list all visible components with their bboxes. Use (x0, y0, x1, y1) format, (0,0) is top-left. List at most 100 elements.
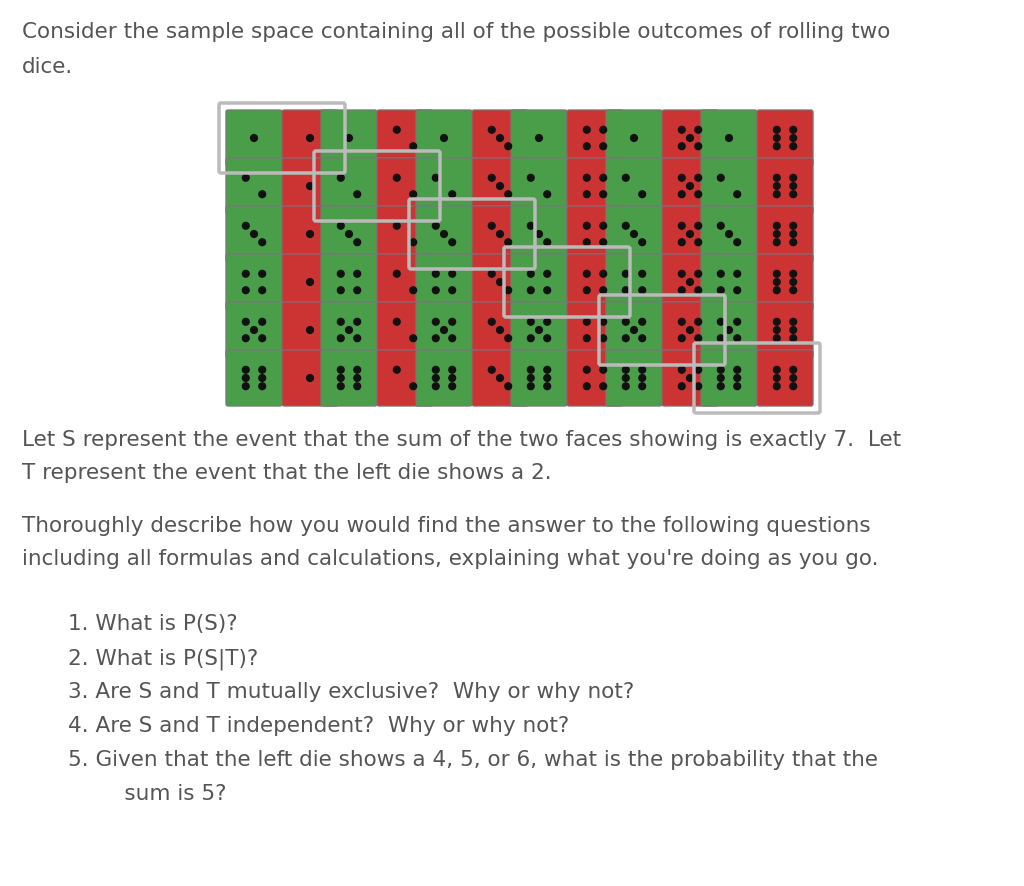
Circle shape (623, 335, 629, 342)
FancyBboxPatch shape (321, 206, 377, 262)
Circle shape (497, 135, 504, 142)
Circle shape (527, 383, 535, 390)
Circle shape (790, 318, 797, 325)
Circle shape (527, 175, 535, 181)
Circle shape (346, 135, 352, 142)
Circle shape (354, 190, 360, 198)
Circle shape (259, 375, 265, 381)
Circle shape (600, 383, 606, 390)
FancyBboxPatch shape (567, 110, 623, 166)
Text: 4. Are S and T independent?  Why or why not?: 4. Are S and T independent? Why or why n… (68, 716, 569, 736)
Circle shape (790, 230, 797, 237)
FancyBboxPatch shape (416, 254, 472, 310)
Circle shape (734, 270, 740, 277)
FancyBboxPatch shape (700, 254, 757, 310)
Circle shape (410, 239, 417, 245)
FancyBboxPatch shape (511, 158, 567, 214)
Circle shape (306, 135, 313, 142)
Circle shape (354, 287, 360, 293)
Circle shape (695, 239, 701, 245)
Circle shape (678, 335, 685, 342)
Circle shape (678, 287, 685, 293)
Circle shape (527, 222, 535, 229)
Circle shape (773, 175, 780, 181)
Circle shape (393, 127, 400, 133)
FancyBboxPatch shape (662, 158, 718, 214)
Circle shape (623, 222, 629, 229)
Circle shape (497, 230, 504, 237)
Circle shape (734, 383, 740, 390)
Circle shape (631, 230, 637, 237)
Circle shape (734, 318, 740, 325)
Circle shape (259, 190, 265, 198)
Circle shape (337, 175, 344, 181)
Circle shape (790, 135, 797, 142)
FancyBboxPatch shape (606, 206, 663, 262)
Circle shape (726, 230, 732, 237)
Circle shape (488, 318, 496, 325)
FancyBboxPatch shape (606, 350, 663, 406)
Circle shape (790, 183, 797, 190)
Circle shape (631, 327, 637, 333)
Circle shape (687, 135, 693, 142)
Circle shape (449, 383, 456, 390)
FancyBboxPatch shape (472, 350, 528, 406)
Circle shape (773, 127, 780, 133)
Circle shape (488, 222, 496, 229)
Circle shape (584, 143, 590, 150)
Circle shape (243, 287, 249, 293)
Circle shape (600, 239, 606, 245)
Circle shape (306, 375, 313, 381)
FancyBboxPatch shape (416, 350, 472, 406)
Circle shape (527, 367, 535, 373)
Text: 3. Are S and T mutually exclusive?  Why or why not?: 3. Are S and T mutually exclusive? Why o… (68, 682, 634, 702)
FancyBboxPatch shape (377, 302, 433, 358)
FancyBboxPatch shape (567, 158, 623, 214)
Circle shape (527, 287, 535, 293)
Circle shape (337, 375, 344, 381)
FancyBboxPatch shape (606, 158, 663, 214)
Circle shape (410, 190, 417, 198)
Circle shape (623, 383, 629, 390)
Circle shape (536, 230, 543, 237)
FancyBboxPatch shape (511, 206, 567, 262)
Circle shape (584, 222, 590, 229)
Circle shape (773, 375, 780, 381)
Circle shape (773, 230, 780, 237)
Circle shape (243, 318, 249, 325)
Circle shape (687, 183, 693, 190)
Circle shape (718, 222, 724, 229)
Circle shape (695, 190, 701, 198)
Circle shape (623, 375, 629, 381)
FancyBboxPatch shape (700, 158, 757, 214)
Circle shape (773, 190, 780, 198)
Circle shape (584, 239, 590, 245)
Circle shape (639, 239, 645, 245)
Circle shape (449, 239, 456, 245)
Circle shape (773, 335, 780, 342)
FancyBboxPatch shape (282, 110, 338, 166)
Circle shape (790, 239, 797, 245)
Circle shape (243, 383, 249, 390)
Circle shape (773, 367, 780, 373)
Circle shape (440, 327, 447, 333)
Circle shape (773, 383, 780, 390)
FancyBboxPatch shape (472, 206, 528, 262)
FancyBboxPatch shape (662, 206, 718, 262)
Circle shape (639, 287, 645, 293)
FancyBboxPatch shape (662, 254, 718, 310)
Circle shape (773, 222, 780, 229)
Circle shape (695, 335, 701, 342)
Circle shape (773, 318, 780, 325)
Text: Let S represent the event that the sum of the two faces showing is exactly 7.  L: Let S represent the event that the sum o… (22, 430, 901, 450)
Circle shape (718, 318, 724, 325)
Circle shape (527, 270, 535, 277)
Circle shape (527, 375, 535, 381)
Circle shape (687, 278, 693, 285)
Circle shape (536, 135, 543, 142)
Circle shape (687, 375, 693, 381)
Circle shape (734, 375, 740, 381)
Circle shape (695, 143, 701, 150)
Circle shape (354, 270, 360, 277)
FancyBboxPatch shape (700, 302, 757, 358)
